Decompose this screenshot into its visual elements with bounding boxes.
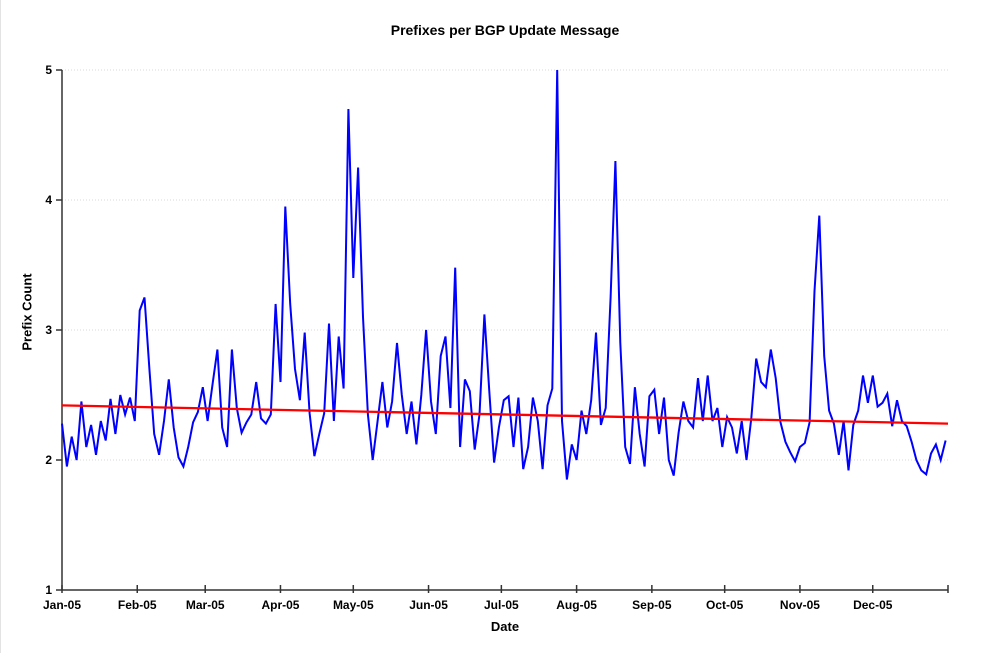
x-tick-label: Oct-05 <box>706 598 744 612</box>
prefix-count-series <box>61 69 947 480</box>
y-tick-label: 5 <box>45 63 52 77</box>
x-tick-label: Aug-05 <box>556 598 597 612</box>
x-tick-label: Mar-05 <box>186 598 225 612</box>
image-left-border <box>0 0 1 653</box>
y-tick-label: 2 <box>45 453 52 467</box>
x-tick-label: May-05 <box>333 598 374 612</box>
x-tick-label: Jan-05 <box>43 598 81 612</box>
y-tick-label: 4 <box>45 193 52 207</box>
x-tick-label: Apr-05 <box>261 598 299 612</box>
x-tick-label: Jul-05 <box>484 598 519 612</box>
x-tick-label: Feb-05 <box>118 598 157 612</box>
x-tick-label: Jun-05 <box>409 598 448 612</box>
trend-line <box>61 404 949 425</box>
x-tick-label: Dec-05 <box>853 598 893 612</box>
chart-title: Prefixes per BGP Update Message <box>390 22 620 38</box>
x-axis-title: Date <box>490 619 520 634</box>
y-tick-label: 1 <box>45 583 52 597</box>
x-tick-label: Sep-05 <box>632 598 672 612</box>
x-tick-label: Nov-05 <box>780 598 820 612</box>
y-tick-label: 3 <box>45 323 52 337</box>
